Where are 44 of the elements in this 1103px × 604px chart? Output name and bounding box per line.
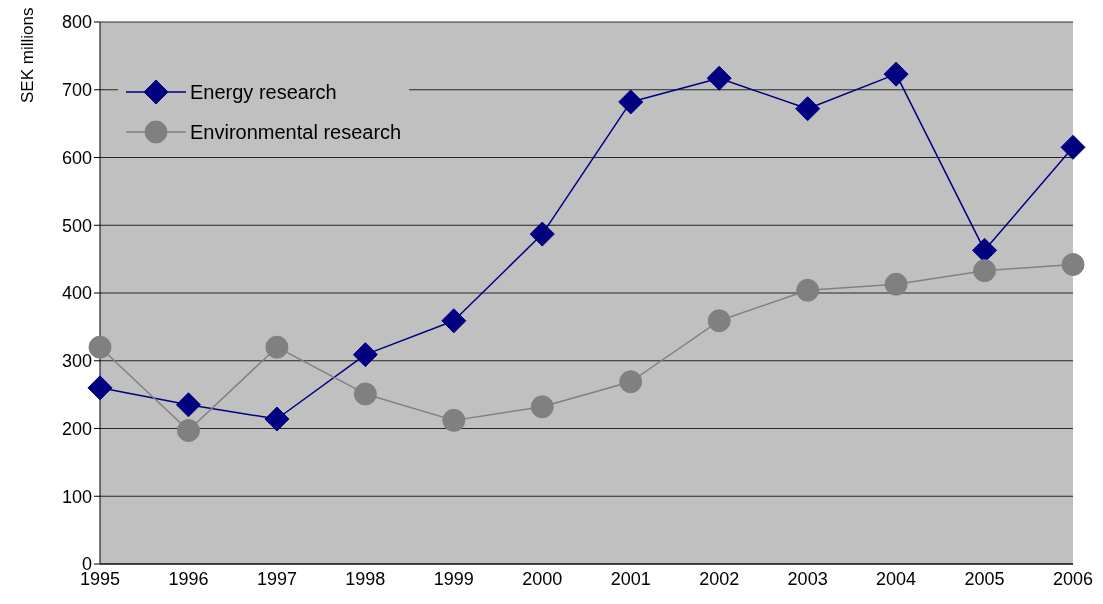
x-tick-label: 2000 — [522, 568, 563, 589]
y-tick-label: 300 — [61, 351, 92, 372]
y-axis-title: SEK millions — [18, 7, 38, 103]
x-tick-label: 1996 — [168, 568, 209, 589]
point — [973, 259, 997, 283]
point — [1060, 134, 1086, 160]
point — [707, 309, 731, 333]
x-tick-label: 2002 — [699, 568, 740, 589]
x-tick-label: 2004 — [876, 568, 917, 589]
point — [353, 382, 377, 406]
y-tick-label: 400 — [61, 283, 92, 304]
point — [883, 61, 909, 87]
point — [441, 308, 467, 334]
x-tick-label: 2001 — [610, 568, 651, 589]
x-tick-label: 1998 — [345, 568, 386, 589]
point — [529, 221, 555, 247]
point — [1061, 253, 1085, 277]
legend-label: Energy research — [190, 80, 337, 104]
point — [352, 342, 378, 368]
x-tick-label: 1997 — [256, 568, 297, 589]
y-tick-label: 100 — [61, 486, 92, 507]
y-tick-label: 700 — [61, 80, 92, 101]
point — [442, 408, 466, 432]
x-tick-label: 2005 — [964, 568, 1005, 589]
point — [176, 419, 200, 443]
point — [795, 96, 821, 122]
y-tick-label: 800 — [61, 12, 92, 33]
point — [619, 370, 643, 394]
point — [884, 272, 908, 296]
point — [530, 395, 554, 419]
x-tick-label: 2006 — [1052, 568, 1094, 589]
point — [265, 335, 289, 359]
point — [618, 89, 644, 115]
point — [796, 278, 820, 302]
x-tick-label: 2003 — [787, 568, 828, 589]
legend-label: Environmental research — [190, 120, 402, 144]
point — [706, 65, 732, 91]
y-tick-label: 600 — [61, 147, 92, 168]
y-tick-label: 200 — [61, 418, 92, 439]
point — [175, 392, 201, 418]
y-tick-label: 500 — [61, 215, 92, 236]
point — [264, 406, 290, 432]
point — [87, 375, 113, 401]
x-tick-label: 1999 — [433, 568, 474, 589]
